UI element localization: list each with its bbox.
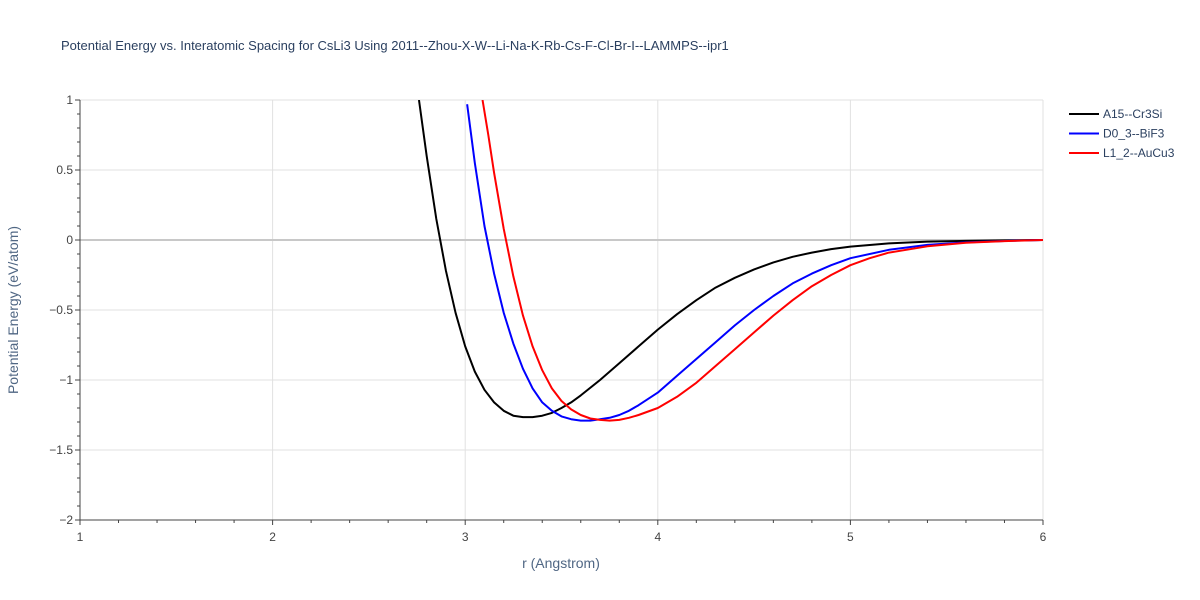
x-axis-title: r (Angstrom) [522,555,600,571]
y-tick-label: 1 [66,93,73,107]
x-tick-label: 4 [654,530,661,544]
x-tick-label: 1 [77,530,84,544]
legend-label: D0_3--BiF3 [1103,127,1165,141]
y-tick-label: −1.5 [49,443,73,457]
series-line-0 [417,100,1043,419]
legend-label: A15--Cr3Si [1103,107,1162,121]
y-tick-label: −1 [59,373,73,387]
legend-label: L1_2--AuCu3 [1103,146,1175,160]
axis-ticks: 1 2 3 4 5 6 1 0.5 0 −0.5 −1 −1.5 −2 [49,93,1046,544]
y-tick-label: 0.5 [56,163,73,177]
y-axis-title: Potential Energy (eV/atom) [5,226,21,394]
chart-title: Potential Energy vs. Interatomic Spacing… [61,38,729,53]
y-tick-label: −2 [59,513,73,527]
legend-item[interactable]: L1_2--AuCu3 [1069,146,1175,160]
x-tick-label: 3 [462,530,469,544]
grid [79,99,1044,521]
legend[interactable]: A15--Cr3Si D0_3--BiF3 L1_2--AuCu3 [1069,107,1175,160]
x-tick-label: 6 [1040,530,1047,544]
x-tick-label: 5 [847,530,854,544]
series-line-1 [466,104,1043,422]
series-line-2 [481,100,1043,422]
y-tick-label: 0 [66,233,73,247]
legend-item[interactable]: D0_3--BiF3 [1069,127,1165,141]
y-tick-label: −0.5 [49,303,73,317]
legend-item[interactable]: A15--Cr3Si [1069,107,1162,121]
series-lines [417,100,1043,422]
x-tick-label: 2 [269,530,276,544]
